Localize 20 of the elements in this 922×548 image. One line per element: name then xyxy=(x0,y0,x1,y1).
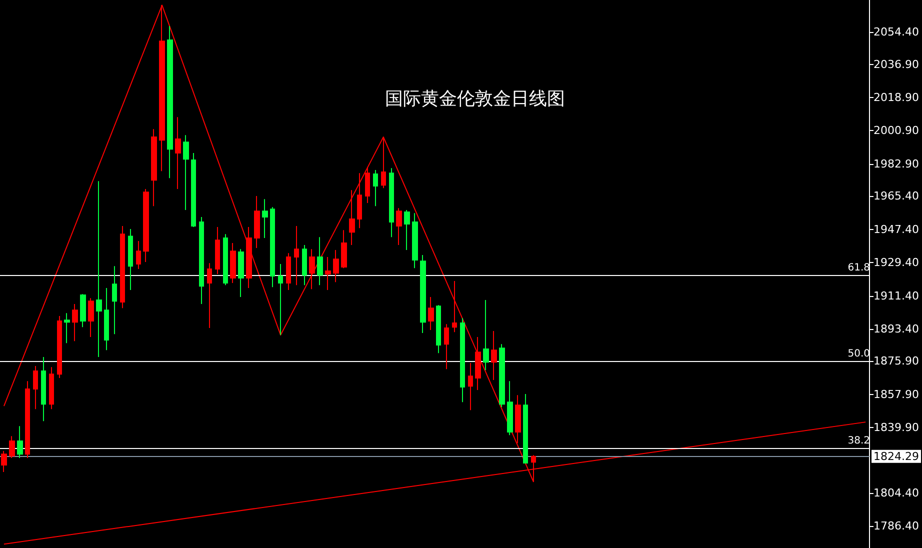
y-tick-label: 2000.90 xyxy=(874,124,920,138)
y-tick-label: 1804.40 xyxy=(874,486,920,500)
y-tick-label: 1947.40 xyxy=(874,222,920,236)
y-tick-label: 1893.40 xyxy=(874,322,920,336)
annotation: 38.2 xyxy=(848,436,870,447)
ref-line-label: 1824.29 xyxy=(874,450,920,463)
y-tick-label: 2036.90 xyxy=(874,58,920,71)
y-tick-label: 1911.40 xyxy=(874,289,920,302)
y-tick-label: 1965.40 xyxy=(874,190,920,203)
y-tick-label: 1839.90 xyxy=(874,421,920,434)
y-tick-label: 2054.40 xyxy=(874,26,920,39)
y-tick-label: 1786.40 xyxy=(874,520,920,533)
y-tick-label: 1929.40 xyxy=(874,256,920,270)
y-tick-label: 1857.90 xyxy=(874,388,920,401)
y-tick-label: 2018.90 xyxy=(874,91,920,104)
text: 国际黄金伦敦金日线图 xyxy=(385,88,565,110)
annotation: 50.0 xyxy=(848,348,870,360)
annotation: 61.8 xyxy=(848,262,870,274)
y-tick-label: 1875.90 xyxy=(874,354,920,368)
y-tick-label: 1982.90 xyxy=(874,157,920,170)
